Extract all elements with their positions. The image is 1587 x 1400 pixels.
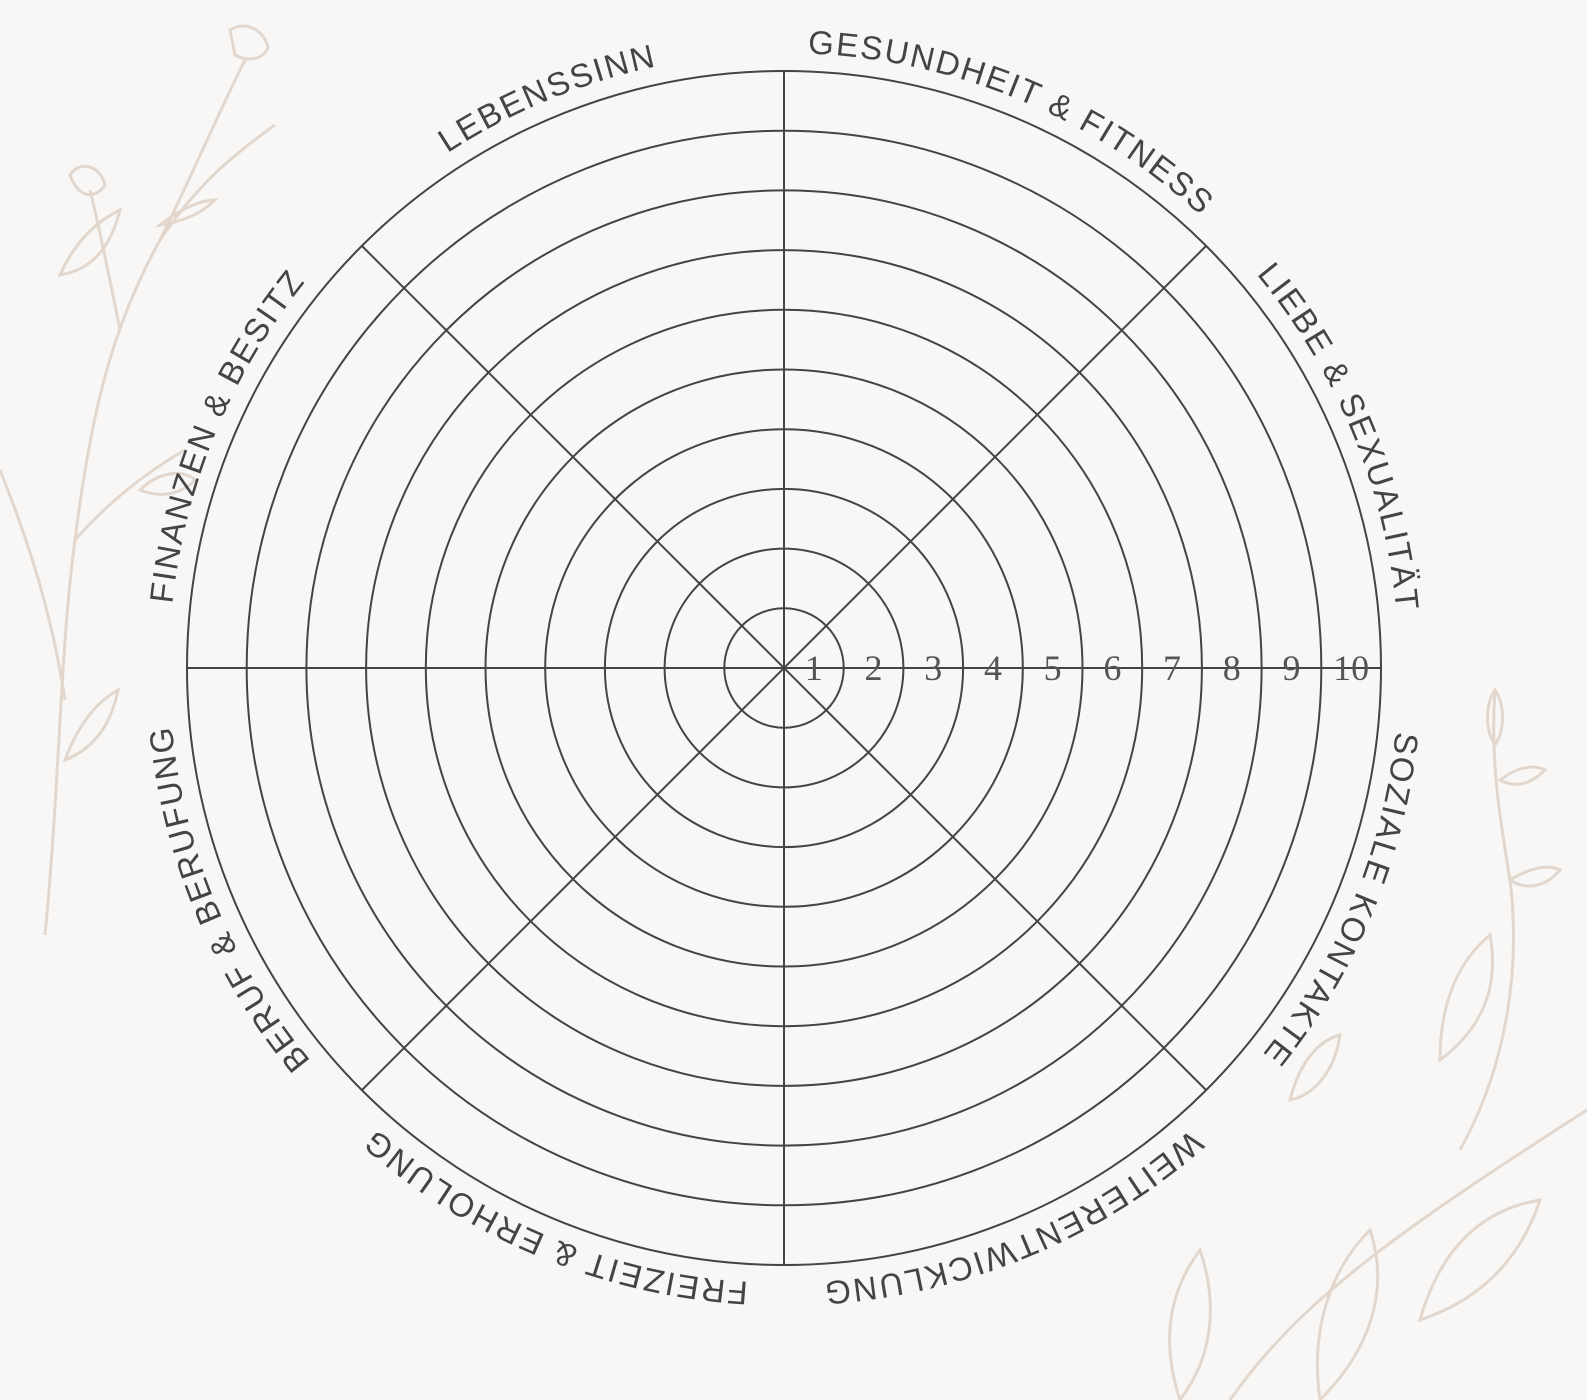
- scale-number: 5: [1044, 648, 1062, 688]
- scale-number: 3: [924, 648, 942, 688]
- segment-label: LIEBE & SEXUALITÄT: [1251, 255, 1426, 613]
- wheel: 1 2 3 4 5 6 7 8 9 10 LEBENSSINN GESUNDHEIT & FITNES…: [142, 23, 1427, 1312]
- segment-label: BERUF & BERUFUNG: [142, 724, 317, 1080]
- scale-number: 4: [984, 648, 1002, 688]
- segment-label: GESUNDHEIT & FITNESS: [807, 23, 1222, 222]
- segment-label: FREIZEIT & ERHOLUNG: [355, 1122, 748, 1312]
- scale-number: 1: [805, 648, 823, 688]
- floral-decoration-left: [0, 26, 275, 935]
- life-wheel: 1 2 3 4 5 6 7 8 9 10 LEBENSSINN GESUNDHEIT & FITNES…: [0, 0, 1587, 1400]
- segment-label-text: GESUNDHEIT & FITNESS: [807, 23, 1222, 222]
- scale-number: 6: [1103, 648, 1121, 688]
- segment-label-text: SOZIALE KONTAKTE: [1256, 730, 1426, 1074]
- scale-number: 10: [1333, 648, 1369, 688]
- scale-number: 7: [1163, 648, 1181, 688]
- segment-label-text: FINANZEN & BESITZ: [142, 262, 311, 605]
- segment-label-text: FREIZEIT & ERHOLUNG: [355, 1122, 748, 1312]
- scale-number: 8: [1223, 648, 1241, 688]
- segment-label: LEBENSSINN: [431, 37, 659, 159]
- segment-label: SOZIALE KONTAKTE: [1256, 730, 1426, 1074]
- segment-label-text: LEBENSSINN: [431, 37, 659, 159]
- segment-label-text: LIEBE & SEXUALITÄT: [1251, 255, 1426, 613]
- segment-label-text: BERUF & BERUFUNG: [142, 724, 317, 1080]
- scale-number: 2: [865, 648, 883, 688]
- segment-label: FINANZEN & BESITZ: [142, 262, 311, 605]
- scale-number: 9: [1282, 648, 1300, 688]
